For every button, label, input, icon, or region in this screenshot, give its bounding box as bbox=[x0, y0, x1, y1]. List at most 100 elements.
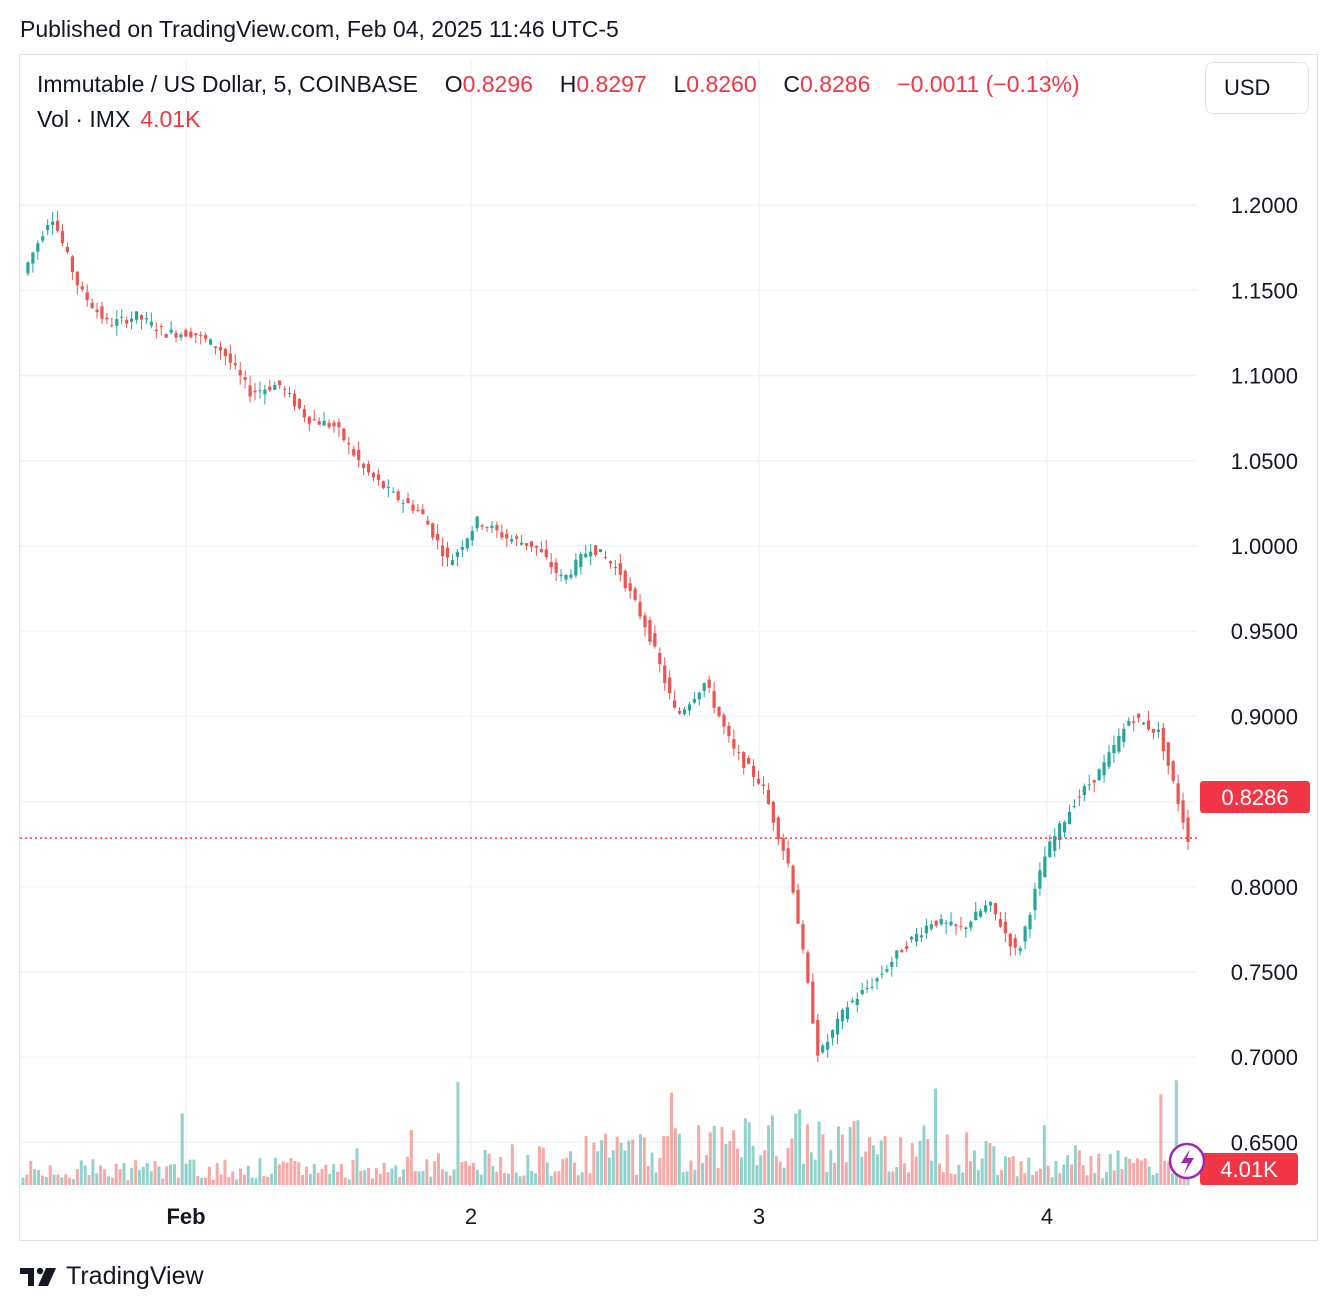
volume-bar bbox=[1101, 1178, 1105, 1185]
price-candle bbox=[870, 986, 874, 988]
tradingview-brand: TradingView bbox=[66, 1262, 204, 1290]
currency-selector[interactable]: USD bbox=[1205, 62, 1309, 114]
volume-bar bbox=[930, 1160, 934, 1185]
price-candle bbox=[46, 225, 50, 231]
volume-bar bbox=[25, 1174, 29, 1185]
price-candle bbox=[905, 946, 909, 949]
volume-bar bbox=[103, 1169, 107, 1185]
volume-bar bbox=[739, 1157, 743, 1185]
volume-bar bbox=[1027, 1157, 1031, 1185]
volume-label[interactable]: Vol · IMX bbox=[37, 106, 131, 132]
price-candle bbox=[603, 557, 608, 559]
price-candle bbox=[1181, 800, 1185, 823]
volume-bar bbox=[1120, 1168, 1124, 1185]
volume-bar bbox=[1093, 1173, 1097, 1185]
price-candle bbox=[105, 317, 109, 320]
volume-bar bbox=[677, 1133, 681, 1185]
price-candle bbox=[1146, 720, 1151, 730]
volume-bar bbox=[126, 1180, 130, 1185]
price-candle bbox=[613, 567, 617, 569]
price-candle bbox=[677, 710, 682, 714]
open-label: O bbox=[444, 71, 463, 97]
volume-bar bbox=[837, 1126, 840, 1185]
volume-bar bbox=[204, 1177, 208, 1185]
volume-bar bbox=[231, 1171, 235, 1185]
price-candle bbox=[70, 256, 74, 272]
volume-bar bbox=[1132, 1163, 1136, 1185]
price-tick-label: 1.2000 bbox=[1231, 193, 1298, 218]
price-candle bbox=[1013, 938, 1017, 948]
price-candle bbox=[860, 990, 864, 995]
volume-bar bbox=[949, 1173, 953, 1185]
volume-bar bbox=[68, 1177, 72, 1185]
volume-bar bbox=[141, 1166, 145, 1185]
volume-bar bbox=[728, 1141, 732, 1185]
price-candle bbox=[1048, 841, 1052, 858]
price-candle bbox=[75, 271, 79, 286]
price-candle bbox=[1018, 948, 1022, 952]
volume-bar bbox=[557, 1171, 561, 1185]
volume-bar bbox=[786, 1148, 790, 1185]
price-candle bbox=[998, 919, 1003, 927]
price-candle bbox=[327, 422, 331, 428]
volume-bar bbox=[235, 1179, 239, 1185]
price-candle bbox=[1043, 856, 1047, 878]
price-candle bbox=[984, 905, 988, 912]
volume-bar bbox=[770, 1115, 774, 1185]
price-axis: 1.2000 1.1500 1.1000 1.0500 1.0000 0.9500 0.90… bbox=[1231, 193, 1298, 1155]
price-candle bbox=[598, 549, 603, 553]
price-candle bbox=[381, 481, 385, 488]
volume-bar bbox=[957, 1165, 961, 1185]
volume-bar bbox=[623, 1150, 627, 1185]
volume-bar bbox=[530, 1171, 534, 1185]
volume-bar bbox=[37, 1169, 41, 1185]
price-candle bbox=[821, 1045, 825, 1053]
volume-bar bbox=[1066, 1154, 1070, 1185]
price-candle bbox=[337, 422, 341, 428]
price-candle bbox=[194, 333, 198, 336]
time-tick-label: 4 bbox=[1041, 1204, 1053, 1229]
volume-bar bbox=[642, 1137, 646, 1185]
volume-bar bbox=[1167, 1162, 1171, 1185]
volume-bar bbox=[1054, 1160, 1058, 1185]
volume-bar bbox=[840, 1134, 844, 1185]
footer-logo[interactable]: TradingView bbox=[20, 1262, 204, 1291]
volume-bar bbox=[631, 1139, 635, 1185]
price-candle bbox=[208, 339, 213, 345]
price-candle bbox=[164, 334, 168, 338]
volume-bar bbox=[1070, 1164, 1073, 1185]
volume-bar bbox=[475, 1169, 479, 1185]
volume-bar bbox=[972, 1150, 976, 1185]
price-candle bbox=[312, 419, 316, 421]
volume-bar bbox=[33, 1169, 37, 1185]
volume-bar bbox=[584, 1135, 588, 1185]
volume-bar bbox=[673, 1128, 677, 1185]
price-candle bbox=[801, 924, 805, 950]
volume-bar bbox=[1081, 1165, 1085, 1185]
price-candle bbox=[41, 236, 45, 241]
price-tick-label: 0.6500 bbox=[1231, 1130, 1298, 1155]
price-candle bbox=[663, 665, 667, 684]
price-candle bbox=[1067, 811, 1072, 825]
volume-bar bbox=[211, 1179, 215, 1185]
price-candle bbox=[357, 449, 361, 461]
volume-bar bbox=[592, 1142, 596, 1185]
symbol-title[interactable]: Immutable / US Dollar, 5, COINBASE bbox=[37, 71, 418, 97]
price-candle bbox=[559, 574, 563, 576]
volume-bar bbox=[774, 1156, 778, 1185]
volume-bar bbox=[91, 1159, 95, 1185]
volume-bar bbox=[52, 1174, 56, 1185]
volume-bar bbox=[961, 1172, 965, 1185]
lightning-icon[interactable] bbox=[1168, 1142, 1206, 1180]
price-candle bbox=[490, 525, 494, 528]
price-candle bbox=[51, 221, 55, 225]
price-candle bbox=[431, 523, 435, 538]
price-candle bbox=[993, 903, 998, 915]
price-candle bbox=[460, 547, 464, 550]
volume-bar bbox=[817, 1121, 821, 1185]
close-value: 0.8286 bbox=[800, 71, 871, 97]
volume-bar bbox=[398, 1176, 402, 1185]
price-candle bbox=[243, 377, 247, 380]
volume-bar bbox=[1019, 1161, 1023, 1185]
